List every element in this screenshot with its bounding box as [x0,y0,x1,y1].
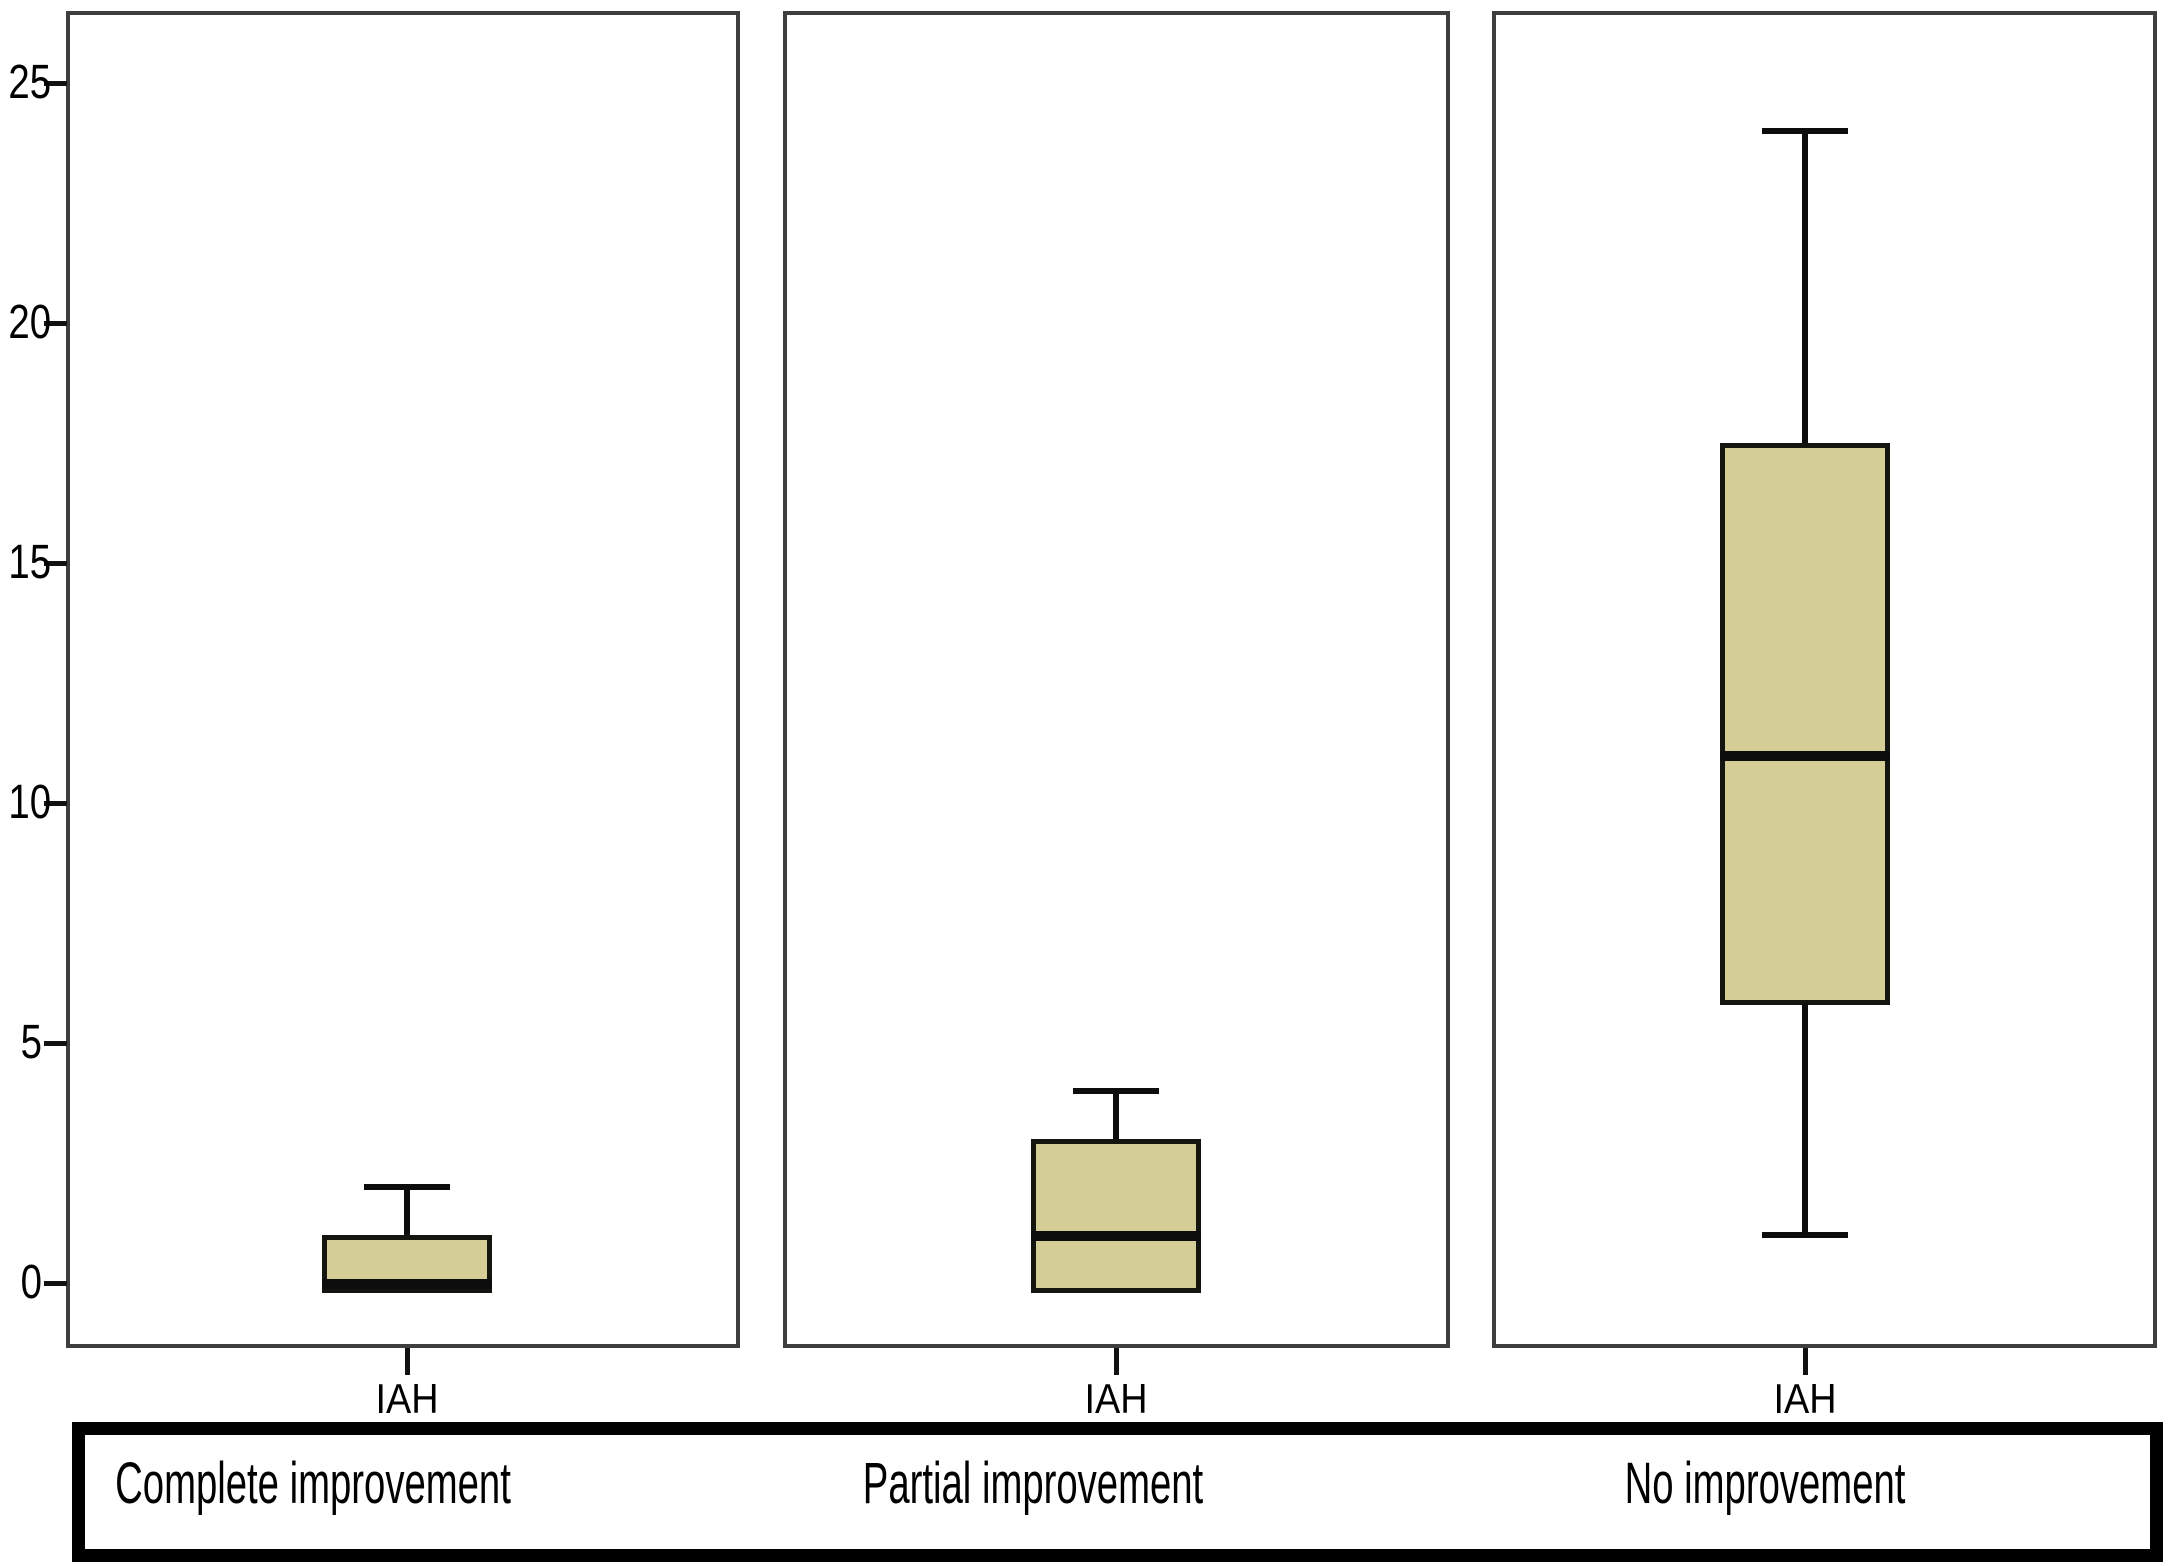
upper-whisker-cap [1073,1088,1159,1094]
y-axis-tick-mark [44,321,67,326]
y-axis-tick-label: 10 [8,776,52,829]
upper-whisker-stem [1113,1091,1119,1139]
median-line [1031,1231,1201,1241]
box-iqr [1031,1139,1201,1293]
x-axis-tick-mark [1803,1348,1808,1375]
x-axis-tick-mark [405,1348,410,1375]
lower-whisker-stem [1802,1003,1808,1235]
upper-whisker-cap [1762,128,1848,134]
median-line [1720,751,1890,761]
upper-whisker-stem [404,1187,410,1235]
x-axis-tick-label: IAH [1773,1375,1837,1422]
y-axis-tick-label: 20 [8,296,52,349]
facet-panel-complete-improvement [66,11,740,1348]
y-axis-tick-label: 5 [20,1016,42,1069]
category-label-complete-improvement: Complete improvement [115,1451,511,1516]
category-label-partial-improvement: Partial improvement [862,1451,1204,1516]
category-label-no-improvement: No improvement [1624,1451,1906,1516]
upper-whisker-cap [364,1184,450,1190]
x-axis-tick-label: IAH [1084,1375,1148,1422]
lower-whisker-cap [1762,1232,1848,1238]
y-axis-tick-label: 15 [8,536,52,589]
y-axis-tick-mark [44,1041,67,1046]
upper-whisker-stem [1802,131,1808,443]
y-axis-tick-mark [44,1281,67,1286]
y-axis-tick-label: 0 [20,1256,42,1309]
y-axis-tick-label: 25 [8,56,52,109]
x-axis-tick-label: IAH [375,1375,439,1422]
x-axis-tick-mark [1114,1348,1119,1375]
median-line [322,1279,492,1289]
y-axis-tick-mark [44,801,67,806]
box-iqr [1720,443,1890,1005]
category-label-box [72,1422,2163,1562]
y-axis-tick-mark [44,81,67,86]
y-axis-tick-mark [44,561,67,566]
